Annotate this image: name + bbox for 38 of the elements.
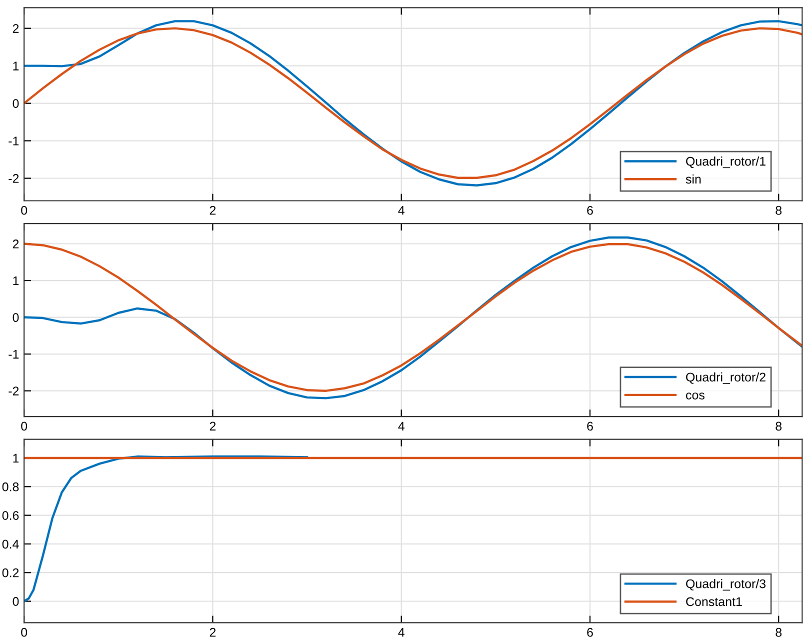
y-tick-label: -1 bbox=[8, 350, 19, 359]
y-tick-label: 0 bbox=[12, 313, 19, 322]
legend-label: Quadri_rotor/3 bbox=[686, 579, 766, 591]
y-tick-label: 0 bbox=[12, 99, 19, 108]
legend-label: cos bbox=[686, 392, 704, 400]
x-tick-label: 8 bbox=[776, 628, 782, 637]
x-tick-label: 8 bbox=[776, 206, 782, 215]
y-tick-label: 0 bbox=[12, 597, 19, 606]
x-tick-label: 2 bbox=[210, 628, 216, 637]
y-tick-label: -1 bbox=[8, 136, 19, 146]
y-tick-label: 0.6 bbox=[2, 511, 19, 520]
legend-label: Constant1 bbox=[686, 597, 742, 606]
line-series bbox=[24, 455, 308, 602]
legend-label: Quadri_rotor/2 bbox=[686, 372, 766, 384]
y-tick-label: -2 bbox=[8, 386, 19, 396]
x-tick-label: 2 bbox=[210, 206, 216, 215]
y-tick-label: 2 bbox=[12, 24, 19, 33]
x-tick-label: 4 bbox=[398, 206, 404, 215]
x-tick-label: 6 bbox=[587, 206, 593, 215]
x-tick-label: 8 bbox=[776, 422, 782, 431]
x-tick-label: 2 bbox=[210, 422, 216, 430]
legend-label: sin bbox=[686, 174, 701, 184]
x-tick-label: 4 bbox=[398, 628, 404, 637]
y-tick-label: 0.2 bbox=[2, 568, 19, 578]
y-tick-label: 1 bbox=[13, 62, 19, 70]
x-tick-label: 0 bbox=[21, 422, 28, 431]
y-tick-label: 2 bbox=[12, 240, 19, 248]
x-tick-label: 6 bbox=[587, 628, 593, 637]
y-tick-label: 1 bbox=[13, 454, 19, 463]
x-tick-label: 4 bbox=[398, 422, 404, 430]
y-tick-label: -2 bbox=[8, 174, 19, 183]
y-tick-label: 0.4 bbox=[2, 540, 19, 549]
y-tick-label: 1 bbox=[13, 276, 19, 286]
x-tick-label: 0 bbox=[21, 628, 28, 637]
y-tick-label: 0.8 bbox=[2, 482, 19, 492]
x-tick-label: 6 bbox=[587, 422, 593, 431]
x-tick-label: 0 bbox=[21, 206, 28, 215]
legend-label: Quadri_rotor/1 bbox=[686, 156, 766, 168]
